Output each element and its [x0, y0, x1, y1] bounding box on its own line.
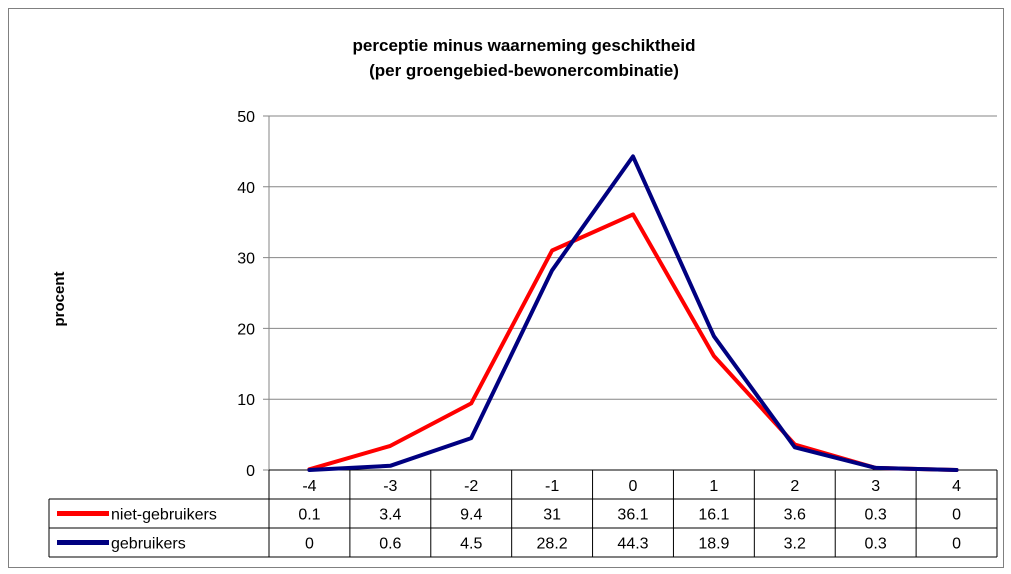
x-tick-label: -3 [383, 478, 397, 495]
data-label: 44.3 [617, 536, 648, 553]
data-label: 9.4 [460, 507, 482, 524]
x-tick-label: 1 [709, 478, 718, 495]
data-label: 0 [952, 536, 961, 553]
x-tick-label: -1 [545, 478, 559, 495]
y-tick-label: 50 [237, 109, 255, 126]
x-tick-label: 2 [790, 478, 799, 495]
x-tick-label: -4 [302, 478, 316, 495]
y-axis-ticks: 0 10 20 30 40 50 [237, 109, 255, 480]
y-tick-label: 10 [237, 392, 255, 409]
data-label: 28.2 [537, 536, 568, 553]
data-label: 0 [305, 536, 314, 553]
y-tick-label: 20 [237, 321, 255, 338]
series-line [307, 154, 959, 472]
data-label: 3.6 [784, 507, 806, 524]
y-tick-label: 30 [237, 251, 255, 268]
data-label: 3.4 [379, 507, 401, 524]
data-label: 16.1 [698, 507, 729, 524]
series-name: niet-gebruikers [111, 507, 217, 524]
data-label: 0.1 [298, 507, 320, 524]
series-name: gebruikers [111, 536, 186, 553]
data-table: -4 -3 -2 -1 0 1 2 3 4 niet-gebruikers 0.1 3.4 9.4 31 3… [48, 469, 998, 558]
data-label: 31 [543, 507, 561, 524]
data-label: 3.2 [784, 536, 806, 553]
y-tick-label: 0 [246, 463, 255, 480]
chart-title: perceptie minus waarneming geschiktheid [353, 36, 696, 55]
x-tick-label: 0 [629, 478, 638, 495]
series-lines [307, 154, 959, 472]
series-line [307, 212, 959, 472]
line-chart: perceptie minus waarneming geschiktheid … [48, 36, 998, 558]
x-tick-label: 4 [952, 478, 961, 495]
y-axis-label: procent [51, 271, 68, 326]
gridlines [263, 115, 997, 471]
data-label: 18.9 [698, 536, 729, 553]
chart-subtitle: (per groengebied-bewonercombinatie) [369, 61, 679, 80]
data-label: 0.3 [865, 536, 887, 553]
data-label: 36.1 [617, 507, 648, 524]
data-label: 4.5 [460, 536, 482, 553]
y-tick-label: 40 [237, 180, 255, 197]
data-label: 0.6 [379, 536, 401, 553]
x-tick-label: 3 [871, 478, 880, 495]
x-tick-label: -2 [464, 478, 478, 495]
data-label: 0.3 [865, 507, 887, 524]
chart-frame: perceptie minus waarneming geschiktheid … [8, 8, 1004, 568]
data-label: 0 [952, 507, 961, 524]
